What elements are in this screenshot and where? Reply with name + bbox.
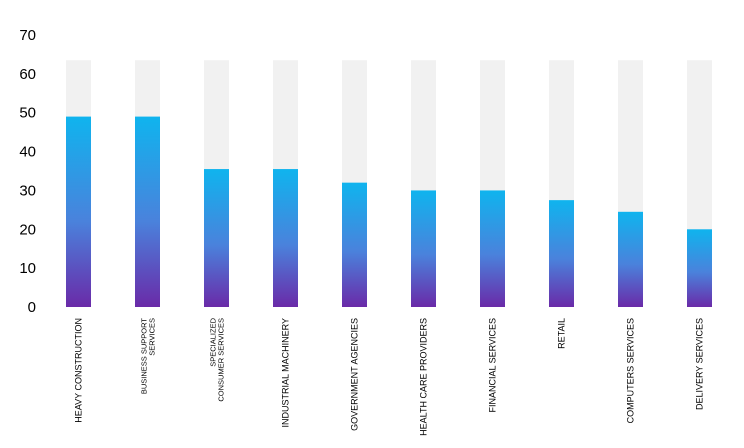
bar-industrial-machinery xyxy=(273,169,298,307)
bar-computers-services xyxy=(618,211,643,307)
x-category-label: FINANCIAL SERVICES xyxy=(488,318,498,413)
x-category-label: COMPUTERS SERVICES xyxy=(626,318,636,423)
y-tick-label: 0 xyxy=(28,299,36,316)
y-tick-label: 50 xyxy=(19,105,36,122)
bar-retail xyxy=(549,200,574,307)
y-tick-label: 20 xyxy=(19,221,36,238)
bar-specialized-consumer-services xyxy=(204,169,229,307)
y-tick-label: 40 xyxy=(19,144,36,161)
y-axis: 0 10 20 30 40 50 60 70 xyxy=(19,27,36,316)
y-tick-label: 30 xyxy=(19,182,36,199)
x-category-label: RETAIL xyxy=(557,318,567,349)
bar-government-agencies xyxy=(342,182,367,307)
x-category-label: CONSUMER SERVICES xyxy=(217,318,226,402)
x-category-label: SERVICES xyxy=(148,318,157,356)
y-tick-label: 10 xyxy=(19,260,36,277)
bar-delivery-services xyxy=(687,229,712,307)
y-tick-label: 60 xyxy=(19,66,36,83)
x-category-label: GOVERNMENT AGENCIES xyxy=(350,318,360,431)
bar-heavy-construction xyxy=(66,116,91,307)
x-category-label: BUSINESS SUPPORT xyxy=(140,318,149,395)
x-category-label: DELIVERY SERVICES xyxy=(695,318,705,410)
x-category-label: SPECIALIZED xyxy=(209,317,218,366)
y-tick-label: 70 xyxy=(19,27,36,44)
bar-business-support-services xyxy=(135,116,160,307)
bar-financial-services xyxy=(480,190,505,307)
x-category-label: INDUSTRIAL MACHINERY xyxy=(281,318,291,428)
x-category-label: HEALTH CARE PROVIDERS xyxy=(419,318,429,436)
x-category-label: HEAVY CONSTRUCTION xyxy=(74,318,84,423)
bar-health-care-providers xyxy=(411,190,436,307)
x-axis-labels: HEAVY CONSTRUCTION BUSINESS SUPPORT SERVIC… xyxy=(74,317,705,435)
bars-group xyxy=(66,60,712,307)
